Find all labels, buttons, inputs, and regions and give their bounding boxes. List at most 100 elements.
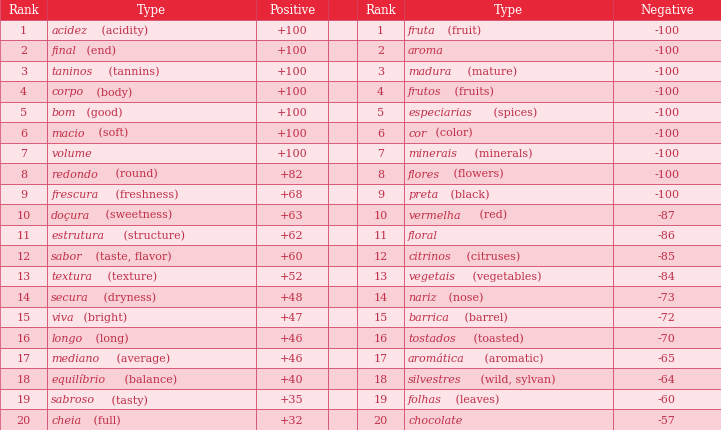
Text: mediano: mediano: [51, 353, 99, 363]
Bar: [328, 164, 357, 184]
Bar: [404, 287, 613, 307]
Bar: [613, 287, 721, 307]
Bar: [328, 225, 357, 246]
Bar: [256, 348, 328, 369]
Bar: [357, 61, 404, 82]
Bar: [0, 184, 47, 205]
Text: frutos: frutos: [408, 87, 442, 97]
Text: aromática: aromática: [408, 353, 465, 363]
Text: -57: -57: [658, 415, 676, 425]
Text: viva: viva: [51, 313, 74, 322]
Bar: [0, 307, 47, 328]
Bar: [613, 144, 721, 164]
Bar: [404, 409, 613, 430]
Bar: [328, 328, 357, 348]
Text: (taste, flavor): (taste, flavor): [92, 251, 172, 261]
Text: -64: -64: [658, 374, 676, 384]
Text: 15: 15: [17, 313, 30, 322]
Bar: [47, 246, 256, 266]
Text: fruta: fruta: [408, 26, 435, 36]
Text: -100: -100: [655, 67, 679, 77]
Text: (full): (full): [90, 415, 120, 425]
Bar: [256, 369, 328, 389]
Text: volume: volume: [51, 149, 92, 159]
Bar: [256, 307, 328, 328]
Text: 12: 12: [373, 251, 387, 261]
Text: 17: 17: [17, 353, 30, 363]
Bar: [404, 205, 613, 225]
Text: -86: -86: [658, 230, 676, 240]
Bar: [357, 369, 404, 389]
Bar: [0, 409, 47, 430]
Bar: [328, 246, 357, 266]
Bar: [613, 225, 721, 246]
Bar: [256, 0, 328, 21]
Text: 9: 9: [377, 190, 384, 200]
Text: 1: 1: [377, 26, 384, 36]
Text: (red): (red): [476, 210, 507, 220]
Text: +52: +52: [280, 271, 304, 282]
Text: (color): (color): [432, 128, 472, 138]
Text: 8: 8: [20, 169, 27, 179]
Text: (balance): (balance): [121, 374, 177, 384]
Bar: [613, 41, 721, 61]
Text: -87: -87: [658, 210, 676, 220]
Bar: [328, 409, 357, 430]
Text: 14: 14: [17, 292, 30, 302]
Bar: [47, 205, 256, 225]
Bar: [47, 369, 256, 389]
Text: -100: -100: [655, 26, 679, 36]
Text: 3: 3: [377, 67, 384, 77]
Bar: [613, 123, 721, 144]
Text: 19: 19: [17, 394, 30, 404]
Bar: [47, 164, 256, 184]
Bar: [0, 369, 47, 389]
Text: 10: 10: [373, 210, 387, 220]
Bar: [357, 225, 404, 246]
Text: Type: Type: [137, 4, 166, 17]
Text: 13: 13: [17, 271, 30, 282]
Text: 11: 11: [373, 230, 387, 240]
Bar: [613, 102, 721, 123]
Bar: [404, 41, 613, 61]
Text: 13: 13: [373, 271, 387, 282]
Text: (minerals): (minerals): [472, 148, 533, 159]
Bar: [613, 266, 721, 287]
Bar: [47, 348, 256, 369]
Bar: [47, 144, 256, 164]
Text: +100: +100: [277, 87, 307, 97]
Text: (black): (black): [447, 190, 490, 200]
Text: final: final: [51, 46, 76, 56]
Text: 5: 5: [377, 108, 384, 118]
Bar: [404, 164, 613, 184]
Text: +46: +46: [280, 333, 304, 343]
Text: chocolate: chocolate: [408, 415, 462, 425]
Text: -84: -84: [658, 271, 676, 282]
Text: vegetais: vegetais: [408, 271, 455, 282]
Text: (leaves): (leaves): [452, 394, 499, 405]
Text: (barrel): (barrel): [461, 312, 508, 322]
Bar: [357, 287, 404, 307]
Text: longo: longo: [51, 333, 82, 343]
Bar: [256, 21, 328, 41]
Bar: [47, 287, 256, 307]
Text: +63: +63: [280, 210, 304, 220]
Bar: [357, 205, 404, 225]
Bar: [404, 21, 613, 41]
Bar: [404, 266, 613, 287]
Text: (citruses): (citruses): [464, 251, 521, 261]
Bar: [328, 369, 357, 389]
Bar: [0, 348, 47, 369]
Bar: [47, 266, 256, 287]
Text: +60: +60: [280, 251, 304, 261]
Bar: [404, 102, 613, 123]
Text: nariz: nariz: [408, 292, 437, 302]
Bar: [0, 225, 47, 246]
Bar: [256, 389, 328, 409]
Bar: [404, 369, 613, 389]
Bar: [404, 307, 613, 328]
Text: taninos: taninos: [51, 67, 92, 77]
Text: macio: macio: [51, 128, 85, 138]
Text: 18: 18: [17, 374, 30, 384]
Text: +100: +100: [277, 108, 307, 118]
